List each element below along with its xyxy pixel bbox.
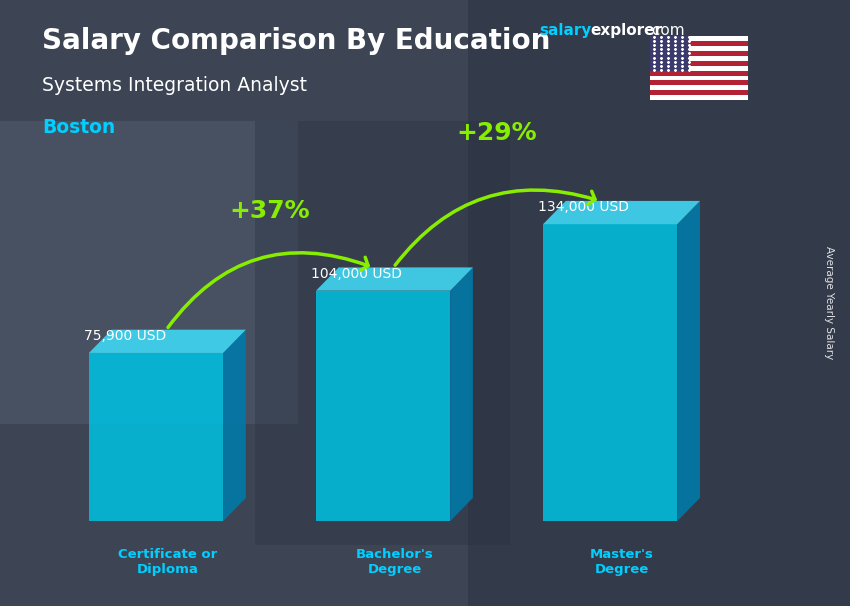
Bar — [650, 56, 748, 61]
Text: 104,000 USD: 104,000 USD — [311, 267, 402, 281]
Text: 75,900 USD: 75,900 USD — [84, 329, 166, 343]
Text: Salary Comparison By Education: Salary Comparison By Education — [42, 27, 551, 55]
Bar — [0, 121, 298, 424]
Bar — [650, 46, 748, 51]
Bar — [255, 121, 510, 545]
Polygon shape — [450, 267, 473, 521]
Bar — [650, 85, 748, 90]
Text: Average Yearly Salary: Average Yearly Salary — [824, 247, 834, 359]
Text: Certificate or
Diploma: Certificate or Diploma — [118, 548, 217, 576]
Polygon shape — [543, 224, 677, 521]
Polygon shape — [316, 267, 473, 291]
Text: salary: salary — [540, 23, 592, 38]
Polygon shape — [223, 330, 246, 521]
Bar — [650, 36, 689, 71]
Text: explorer: explorer — [591, 23, 663, 38]
Text: +37%: +37% — [230, 199, 310, 222]
Polygon shape — [543, 201, 700, 224]
Text: Boston: Boston — [42, 118, 116, 137]
Bar — [650, 65, 748, 71]
Polygon shape — [89, 353, 223, 521]
Bar — [468, 0, 850, 606]
Text: 134,000 USD: 134,000 USD — [538, 200, 629, 214]
Polygon shape — [89, 330, 246, 353]
Polygon shape — [316, 291, 450, 521]
Text: Bachelor's
Degree: Bachelor's Degree — [355, 548, 434, 576]
Text: Master's
Degree: Master's Degree — [590, 548, 654, 576]
Bar — [650, 36, 748, 41]
Text: +29%: +29% — [456, 121, 537, 145]
Text: .com: .com — [648, 23, 685, 38]
Polygon shape — [677, 201, 700, 521]
Text: Systems Integration Analyst: Systems Integration Analyst — [42, 76, 308, 95]
Bar — [650, 76, 748, 81]
Bar — [650, 95, 748, 100]
